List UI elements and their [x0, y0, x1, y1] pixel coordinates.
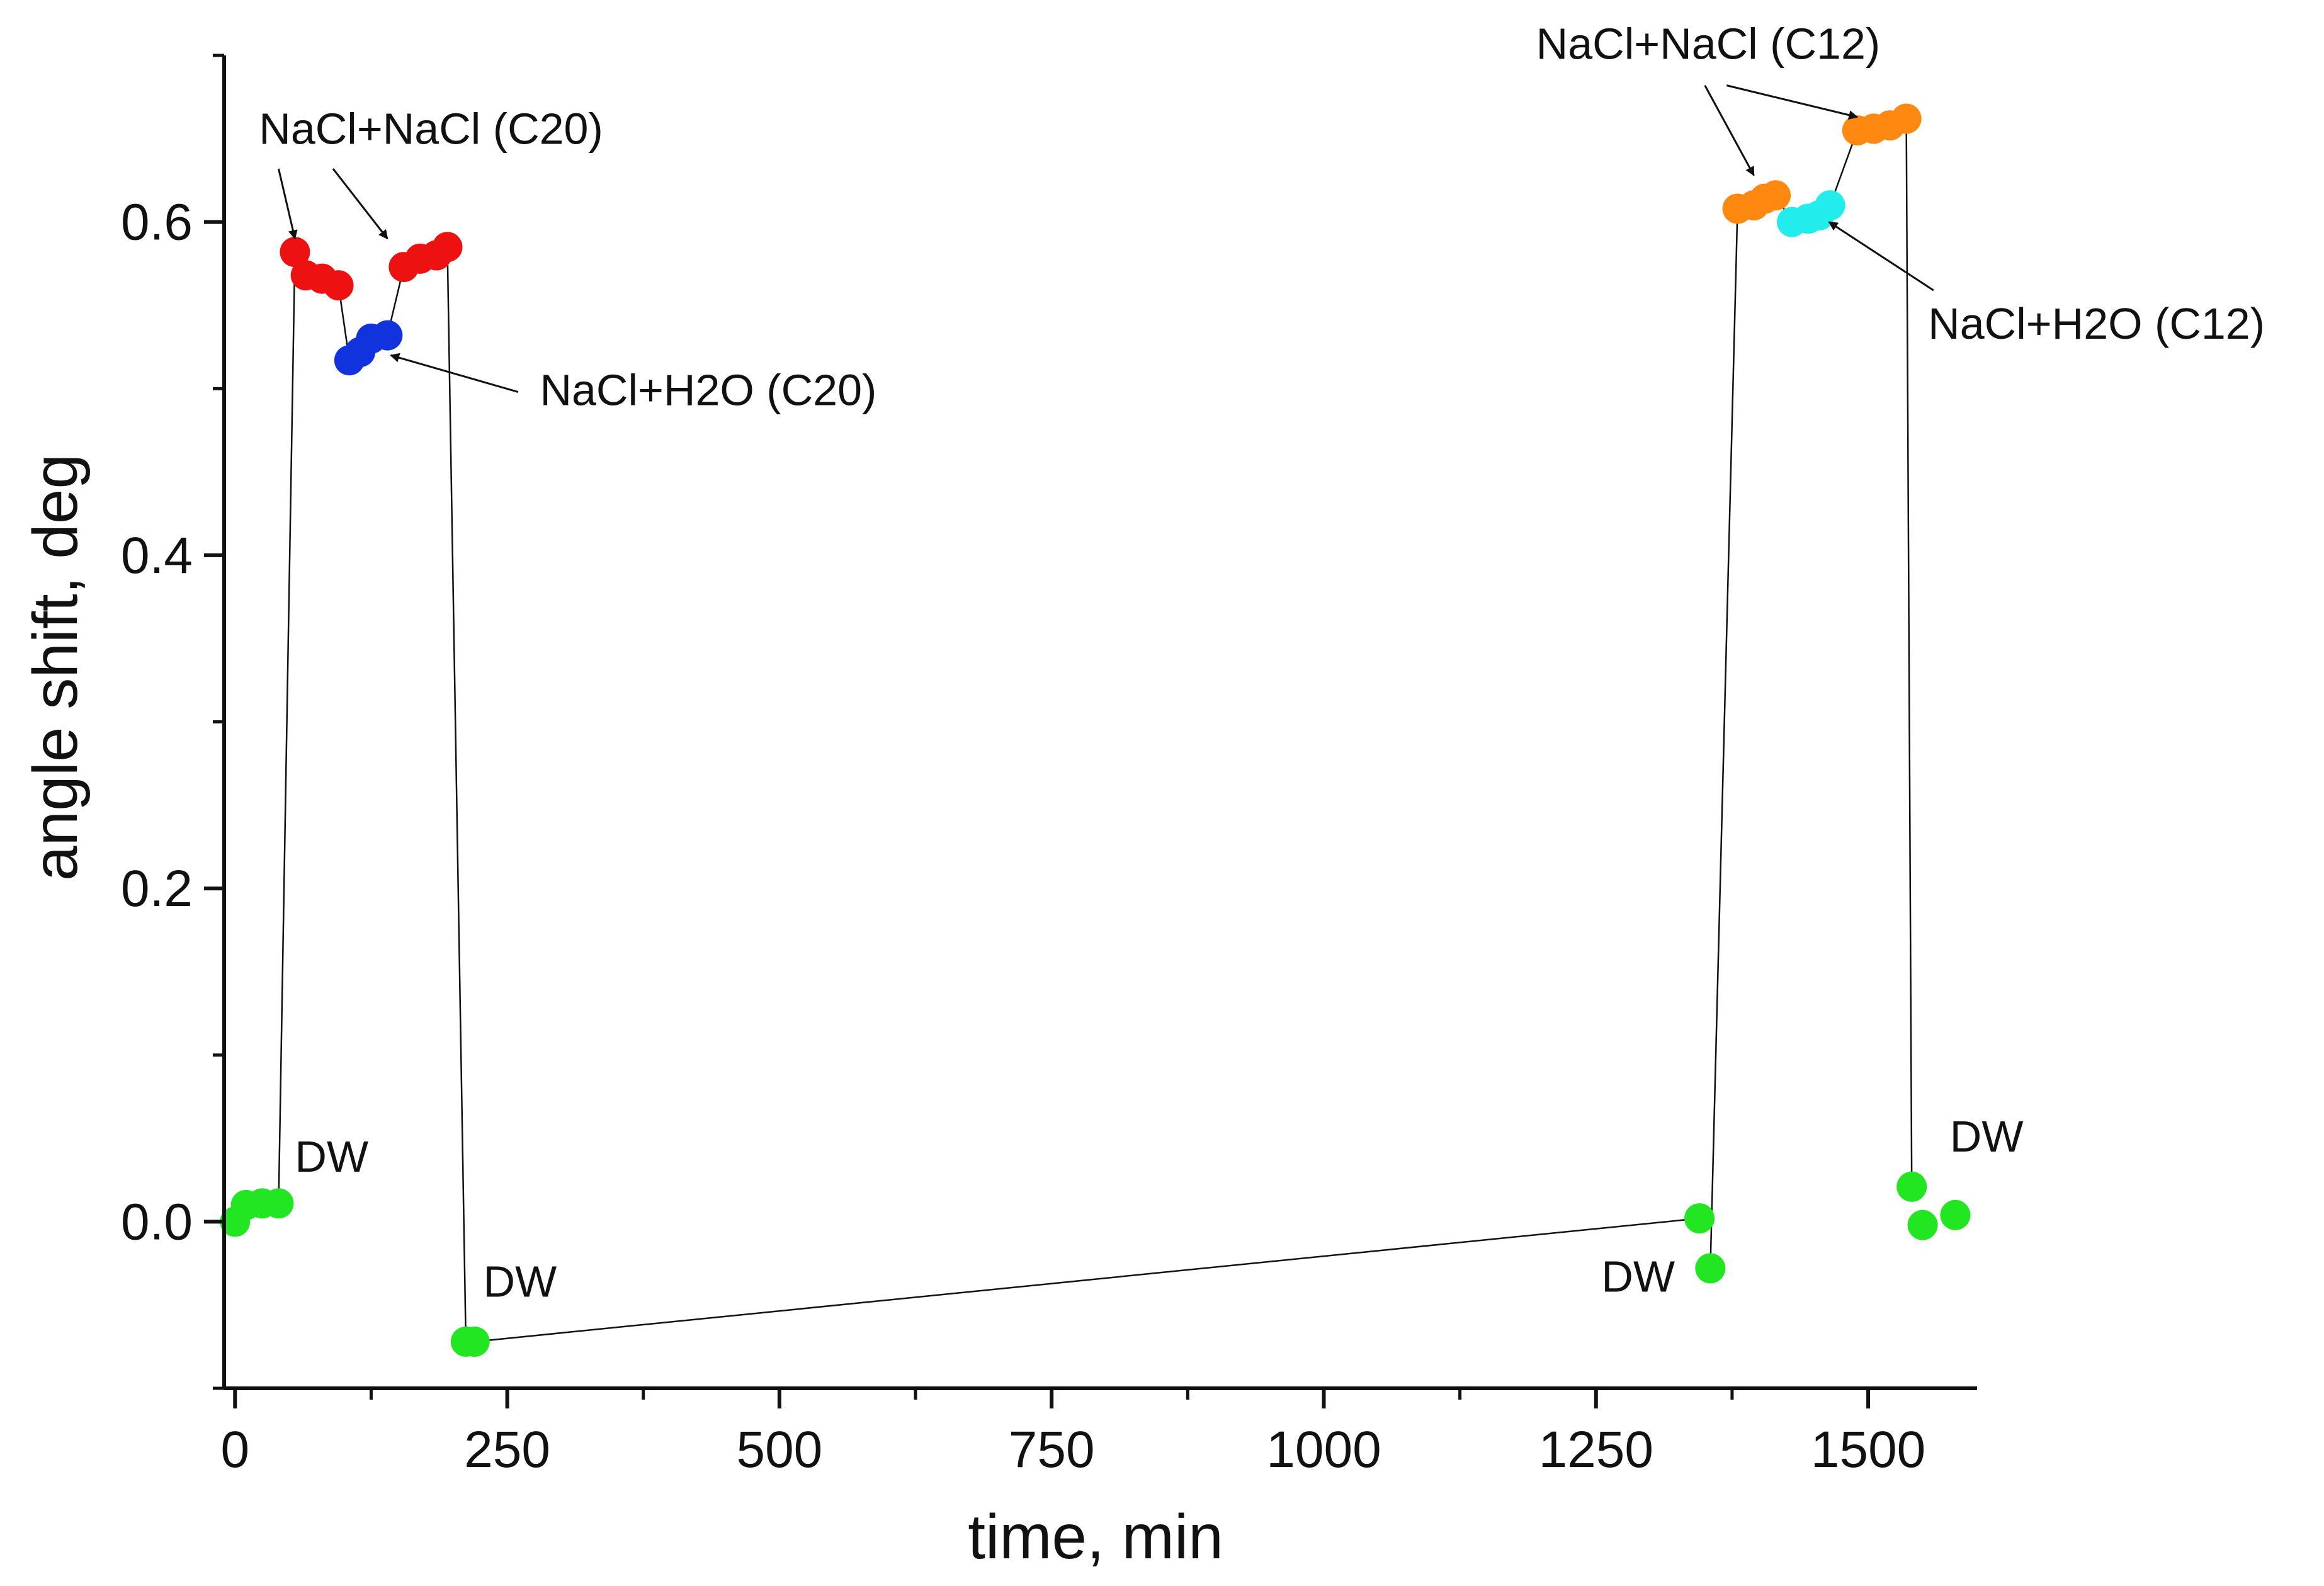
x-tick-label: 1000	[1266, 1421, 1381, 1478]
y-tick-label: 0.0	[121, 1193, 193, 1250]
connector-lines	[278, 118, 1913, 1343]
data-point	[1684, 1203, 1715, 1234]
annotation-label: DW	[1950, 1112, 2024, 1161]
annotation-label: NaCl+NaCl (C12)	[1536, 19, 1881, 68]
connector-line	[446, 247, 467, 1342]
annotation-arrow	[277, 168, 298, 240]
x-ticks: 0 250 500 750 1000 1250 1500	[220, 1388, 1925, 1478]
annotation-label: DW	[484, 1257, 557, 1306]
series-group	[1684, 1203, 1726, 1284]
connector-line	[278, 252, 296, 1204]
data-point	[372, 320, 403, 351]
data-point	[1815, 190, 1845, 221]
annotation-arrow	[332, 168, 388, 240]
data-point	[1896, 1171, 1927, 1202]
data-point	[1891, 103, 1922, 134]
series-group	[334, 320, 403, 376]
annotation-label: NaCl+NaCl (C20)	[259, 104, 603, 153]
connector-line	[1905, 118, 1913, 1187]
data-point	[459, 1326, 490, 1357]
series-group	[1896, 1171, 1971, 1240]
data-point	[432, 232, 463, 263]
x-tick-label: 1500	[1811, 1421, 1925, 1478]
data-point	[1760, 180, 1791, 211]
annotation-arrow	[1828, 221, 1934, 292]
y-tick-label: 0.2	[121, 860, 193, 917]
y-axis-title: angle shift, deg	[20, 454, 91, 881]
axes: 0 250 500 750 1000 1250 1500 0.0 0.2 0.4 0.6	[121, 54, 1977, 1478]
annotation-arrow	[1704, 84, 1755, 176]
series-group	[280, 237, 354, 301]
series-group	[220, 1188, 294, 1237]
x-tick-label: 500	[736, 1421, 822, 1478]
series-group	[450, 1326, 490, 1357]
annotation-arrow	[390, 353, 519, 393]
data-point	[280, 237, 310, 268]
x-tick-label: 750	[1009, 1421, 1095, 1478]
data-point	[323, 270, 354, 301]
series-group	[1722, 180, 1791, 224]
x-tick-label: 0	[220, 1421, 249, 1478]
y-ticks: 0.0 0.2 0.4 0.6	[121, 54, 224, 1390]
annotation-arrow	[1726, 84, 1859, 120]
annotation-label: DW	[295, 1132, 368, 1181]
y-tick-label: 0.4	[121, 527, 193, 584]
x-tick-label: 1250	[1539, 1421, 1653, 1478]
connector-line	[1709, 208, 1738, 1269]
x-tick-label: 250	[464, 1421, 550, 1478]
annotation-label: DW	[1601, 1252, 1675, 1301]
series-group	[1842, 103, 1922, 146]
data-point	[1940, 1199, 1971, 1230]
connector-line	[474, 1217, 1700, 1343]
y-tick-label: 0.6	[121, 194, 193, 251]
annotation-label: NaCl+H2O (C12)	[1928, 299, 2265, 348]
annotation-label: NaCl+H2O (C20)	[540, 366, 876, 415]
data-point	[1907, 1209, 1938, 1240]
data-points	[220, 103, 1971, 1357]
data-point	[263, 1188, 294, 1219]
x-axis-title: time, min	[968, 1502, 1223, 1572]
data-point	[1695, 1253, 1726, 1284]
series-group	[1777, 190, 1845, 237]
series-group	[388, 232, 463, 283]
annotations: NaCl+NaCl (C20) NaCl+H2O (C20) NaCl+NaCl (…	[259, 19, 2265, 1306]
